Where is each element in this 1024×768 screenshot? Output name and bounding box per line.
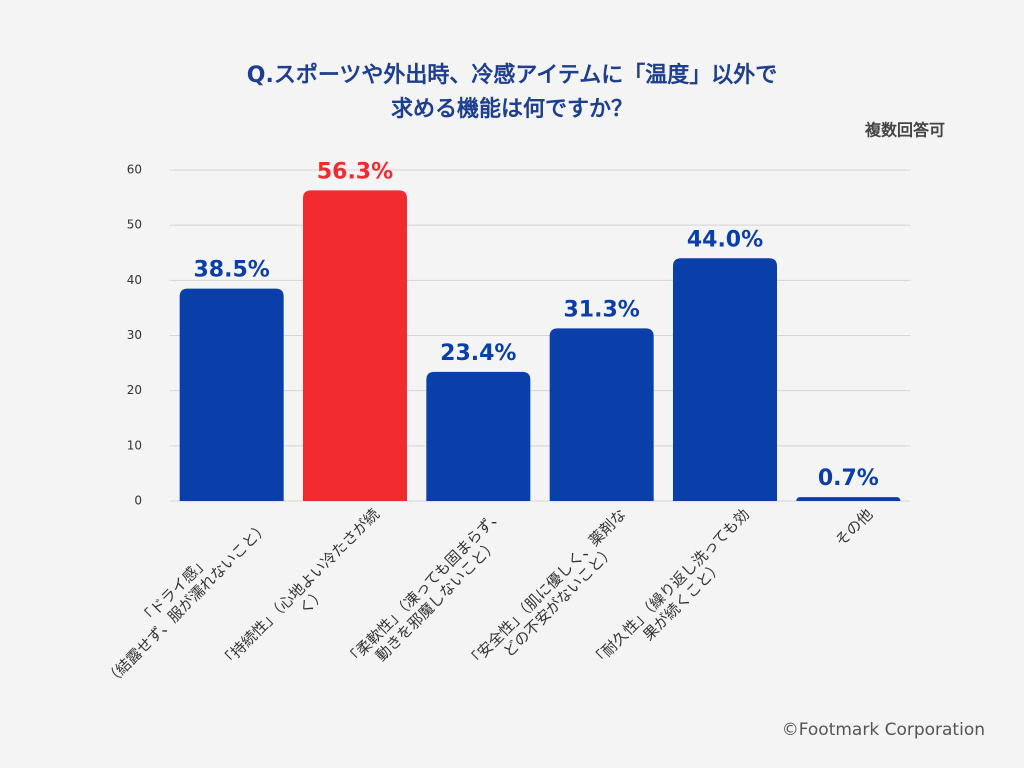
bar: [549, 328, 654, 501]
source: ©Footmark Corporation: [782, 720, 985, 740]
bar: [303, 190, 407, 501]
y-tick-label: 50: [127, 218, 142, 232]
y-tick-label: 20: [127, 383, 142, 397]
value-label: 31.3%: [564, 297, 640, 322]
y-tick-label: 40: [127, 273, 142, 287]
y-tick-label: 0: [134, 494, 142, 508]
value-label: 23.4%: [440, 341, 516, 366]
y-tick-label: 10: [127, 438, 142, 452]
bar: [179, 288, 284, 501]
value-label: 44.0%: [687, 227, 763, 252]
value-label: 0.7%: [818, 466, 879, 491]
y-tick-label: 30: [127, 328, 142, 342]
bar: [673, 258, 777, 501]
value-label: 56.3%: [317, 159, 393, 184]
chart-title: Q.スポーツや外出時、冷感アイテムに「温度」以外で: [247, 62, 777, 88]
chart-title: 求める機能は何ですか？: [391, 96, 633, 122]
value-label: 38.5%: [194, 258, 270, 283]
bar: [426, 371, 531, 501]
y-tick-label: 60: [127, 163, 142, 177]
chart-subtitle: 複数回答可: [864, 121, 945, 140]
bar: [796, 497, 901, 501]
